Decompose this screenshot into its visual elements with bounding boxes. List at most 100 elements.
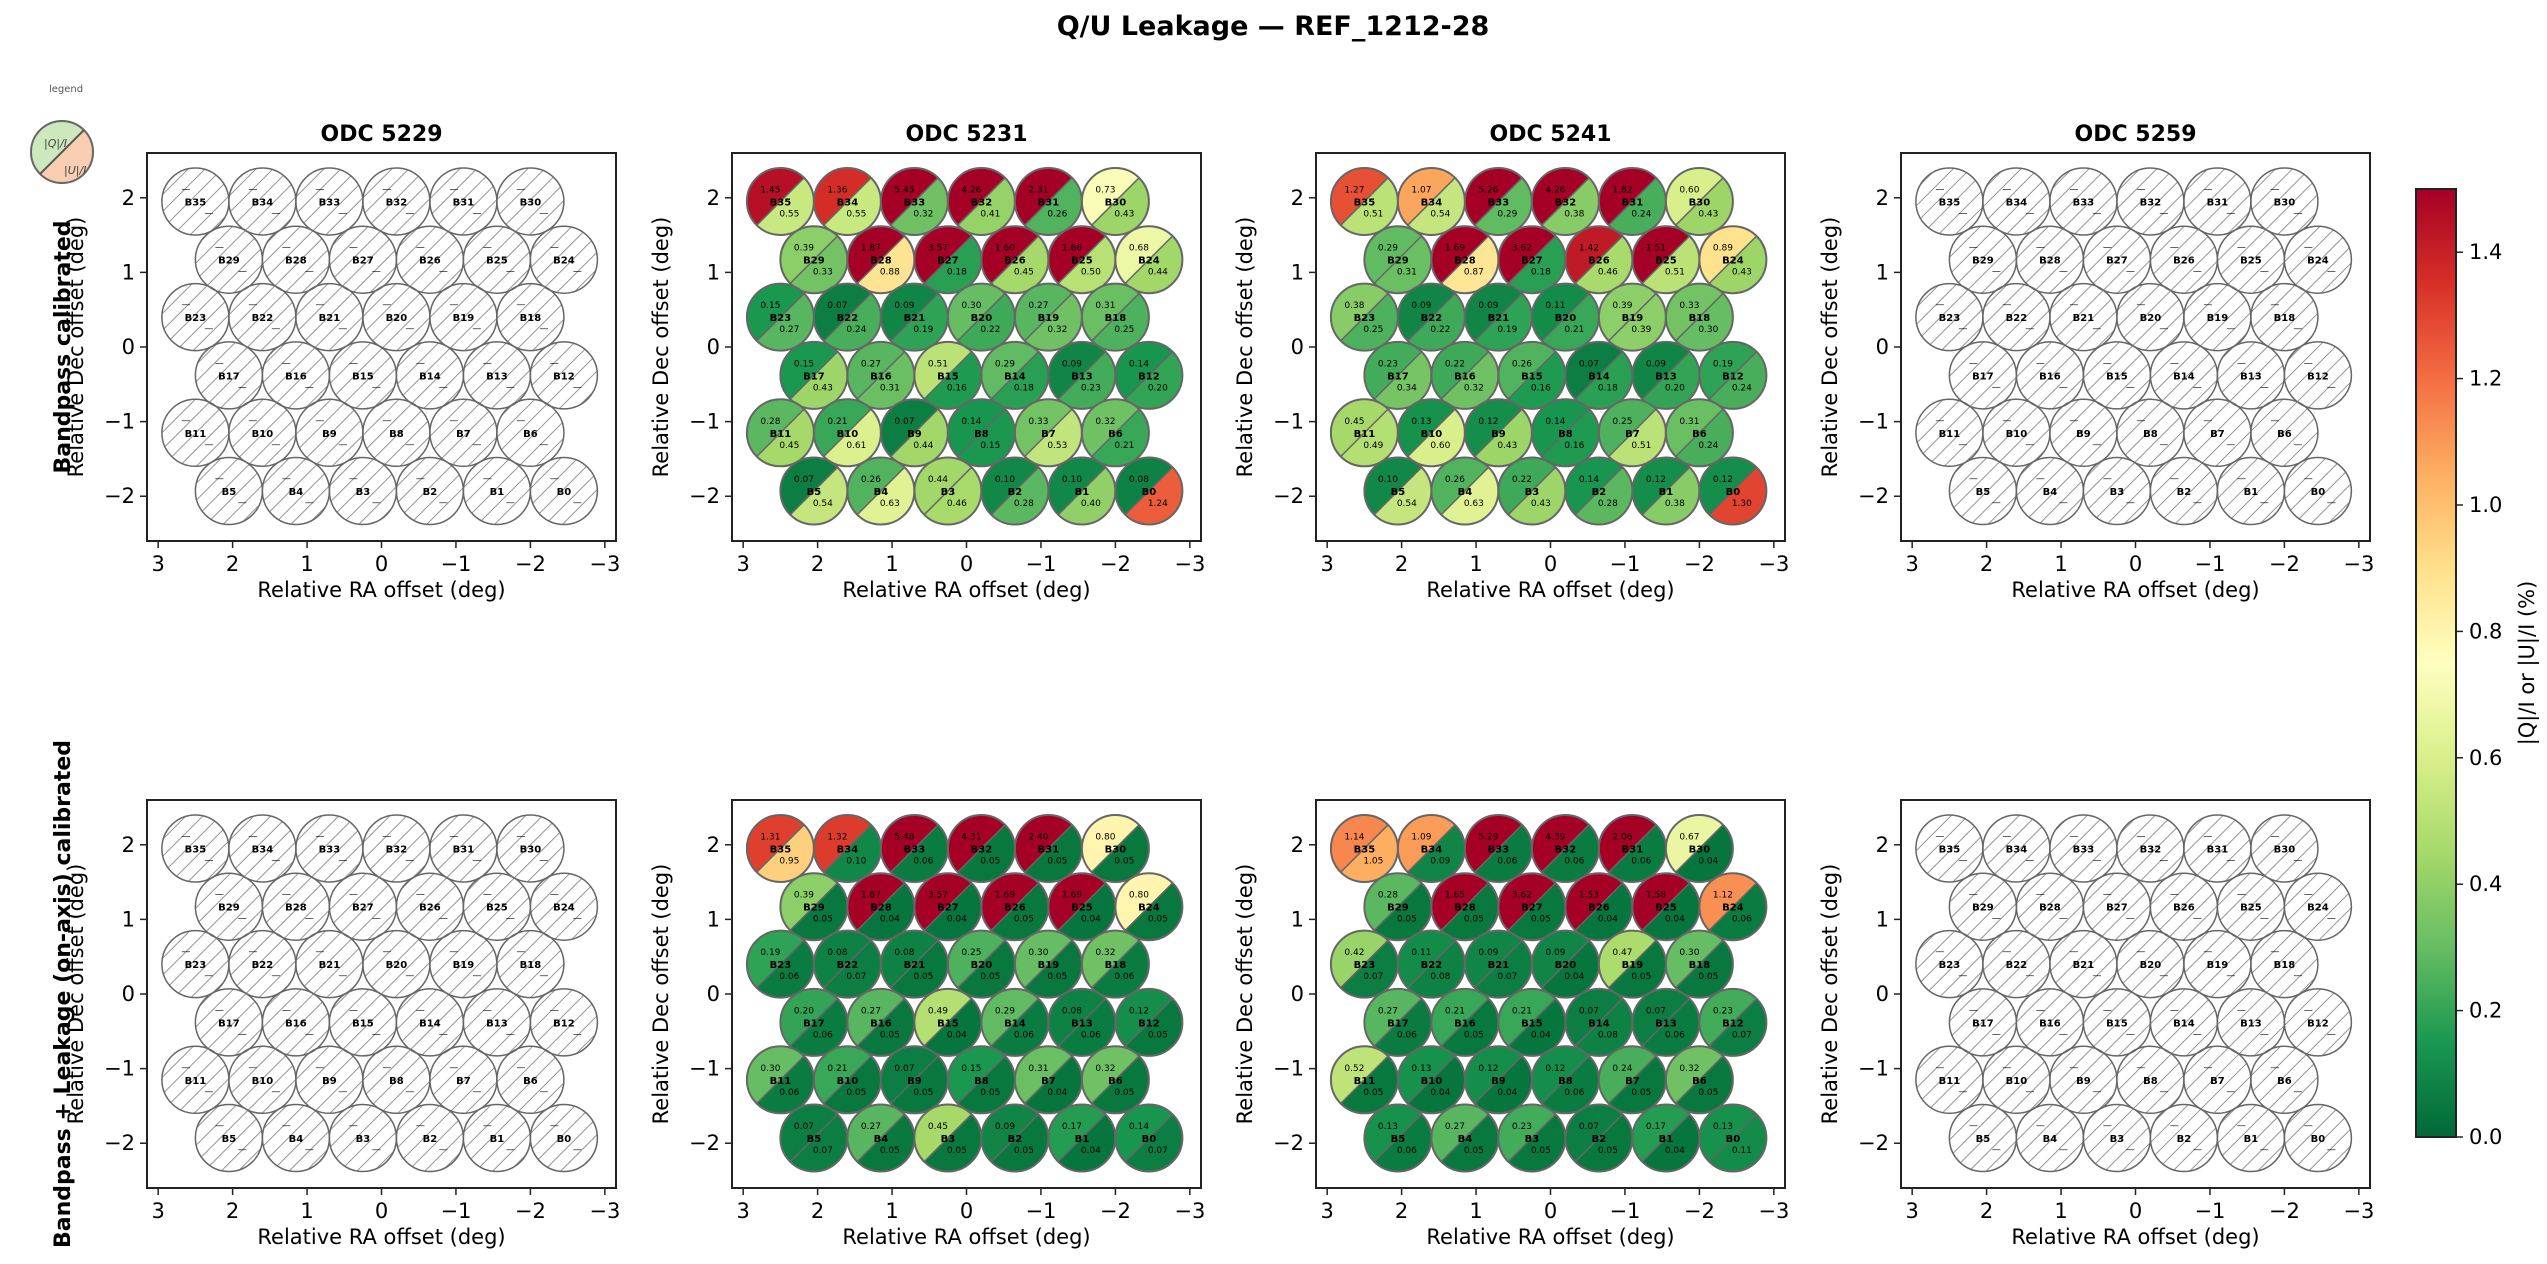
beam-u-half xyxy=(1575,351,1633,409)
beam-q-value: 0.12 xyxy=(1713,475,1733,485)
beam-u-missing: — xyxy=(405,209,414,219)
beam-b15: B15—— xyxy=(2082,988,2152,1057)
beam-u-value: 0.44 xyxy=(913,441,933,451)
beam-b11: B11—— xyxy=(161,398,230,468)
beam-name: B15 xyxy=(1521,1018,1543,1029)
beam-b30: B30—— xyxy=(496,814,565,883)
beam-q-half xyxy=(1397,283,1456,341)
beam-u-missing: — xyxy=(2025,324,2034,334)
beam-u-missing: — xyxy=(573,1029,582,1039)
beam-b32: B32—— xyxy=(362,814,431,883)
beam-q-half xyxy=(1598,167,1657,226)
beam-b14: B14—— xyxy=(395,988,465,1057)
beam-u-half xyxy=(1374,351,1432,409)
beam-u-value: 0.27 xyxy=(779,325,799,335)
beam-u-value: 0.05 xyxy=(1014,1146,1034,1156)
beam-u-missing: — xyxy=(271,1087,280,1097)
y-tick-label: 2 xyxy=(1291,186,1304,210)
beam-u-half xyxy=(1675,409,1733,467)
beam-u-half xyxy=(1058,998,1116,1056)
beam-u-value: 0.04 xyxy=(1430,1088,1450,1098)
y-axis-label: Relative Dec offset (deg) xyxy=(1818,864,1842,1125)
x-tick-label: 1 xyxy=(885,1199,898,1223)
x-tick-label: 2 xyxy=(226,1199,239,1223)
x-tick-label: 0 xyxy=(2129,1199,2142,1223)
beam-q-half xyxy=(813,1046,872,1104)
y-tick-label: −2 xyxy=(1273,1131,1304,1155)
beam-u-missing: — xyxy=(2193,914,2202,924)
beam-u-value: 0.23 xyxy=(1081,383,1101,393)
beam-q-missing: — xyxy=(2170,1005,2179,1015)
beam-name: B27 xyxy=(2106,903,2128,914)
beam-name: B22 xyxy=(2006,960,2028,971)
beam-name: B14 xyxy=(419,371,441,382)
beam-q-missing: — xyxy=(483,243,492,253)
beam-q-missing: — xyxy=(215,474,224,484)
beam-q-half xyxy=(813,930,872,988)
beam-q-half xyxy=(914,873,972,931)
beam-b12: B12—— xyxy=(2283,341,2353,410)
beam-u-missing: — xyxy=(1958,440,1967,450)
beam-q-value: 3.57 xyxy=(928,244,948,254)
x-tick-label: −1 xyxy=(2194,1199,2225,1223)
beam-name: B6 xyxy=(2277,429,2292,440)
beam-u-missing: — xyxy=(405,440,414,450)
beam-u-missing: — xyxy=(204,209,213,219)
beam-u-missing: — xyxy=(338,440,347,450)
beam-b9: B9—— xyxy=(2049,398,2118,468)
beam-b29: B29—— xyxy=(1948,225,2018,294)
beam-u-value: 0.04 xyxy=(1531,1030,1551,1040)
beam-q-value: 3.62 xyxy=(1512,244,1532,254)
beam-name: B17 xyxy=(1972,371,1994,382)
beam-u-missing: — xyxy=(2260,1029,2269,1039)
beam-q-missing: — xyxy=(2136,1063,2145,1073)
beam-b35: B35—— xyxy=(1915,814,1984,883)
beam-b7: B7—— xyxy=(2183,1045,2252,1115)
beam-u-value: 0.21 xyxy=(1114,441,1134,451)
beam-u-half xyxy=(790,998,848,1056)
beam-b11: B11—— xyxy=(1915,1045,1984,1115)
beam-name: B30 xyxy=(2274,845,2296,856)
y-tick-label: −1 xyxy=(1858,410,1889,434)
beam-q-half xyxy=(847,457,905,515)
beam-q-missing: — xyxy=(248,1063,257,1073)
beam-u-missing: — xyxy=(2293,971,2302,981)
beam-b0: B0—— xyxy=(529,1103,599,1173)
beam-u-value: 0.19 xyxy=(913,325,933,335)
beam-u-missing: — xyxy=(204,1087,213,1097)
beam-u-value: 0.11 xyxy=(1732,1146,1752,1156)
beam-name: B7 xyxy=(2210,1076,2225,1087)
beam-q-value: 1.69 xyxy=(1445,244,1465,254)
beam-q-half xyxy=(1431,226,1489,284)
beam-u-missing: — xyxy=(1958,324,1967,334)
beam-b33: B33—— xyxy=(2049,814,2118,883)
beam-q-missing: — xyxy=(2036,358,2045,368)
beam-q-value: 0.29 xyxy=(1378,244,1398,254)
beam-q-missing: — xyxy=(2304,358,2313,368)
beam-q-missing: — xyxy=(483,1121,492,1131)
beam-q-missing: — xyxy=(2270,416,2279,426)
beam-name: B34 xyxy=(837,845,859,856)
beam-q-missing: — xyxy=(349,474,358,484)
beam-q-missing: — xyxy=(1969,890,1978,900)
beam-u-missing: — xyxy=(238,1145,247,1155)
y-axis-label: Relative Dec offset (deg) xyxy=(64,864,88,1125)
beam-name: B8 xyxy=(2143,1076,2158,1087)
beam-u-half xyxy=(1091,1056,1149,1114)
beam-q-value: 0.39 xyxy=(1612,301,1632,311)
beam-u-half xyxy=(1608,409,1666,467)
beam-b35: B35—— xyxy=(161,167,230,236)
beam-u-missing: — xyxy=(372,382,381,392)
beam-q-missing: — xyxy=(2237,474,2246,484)
